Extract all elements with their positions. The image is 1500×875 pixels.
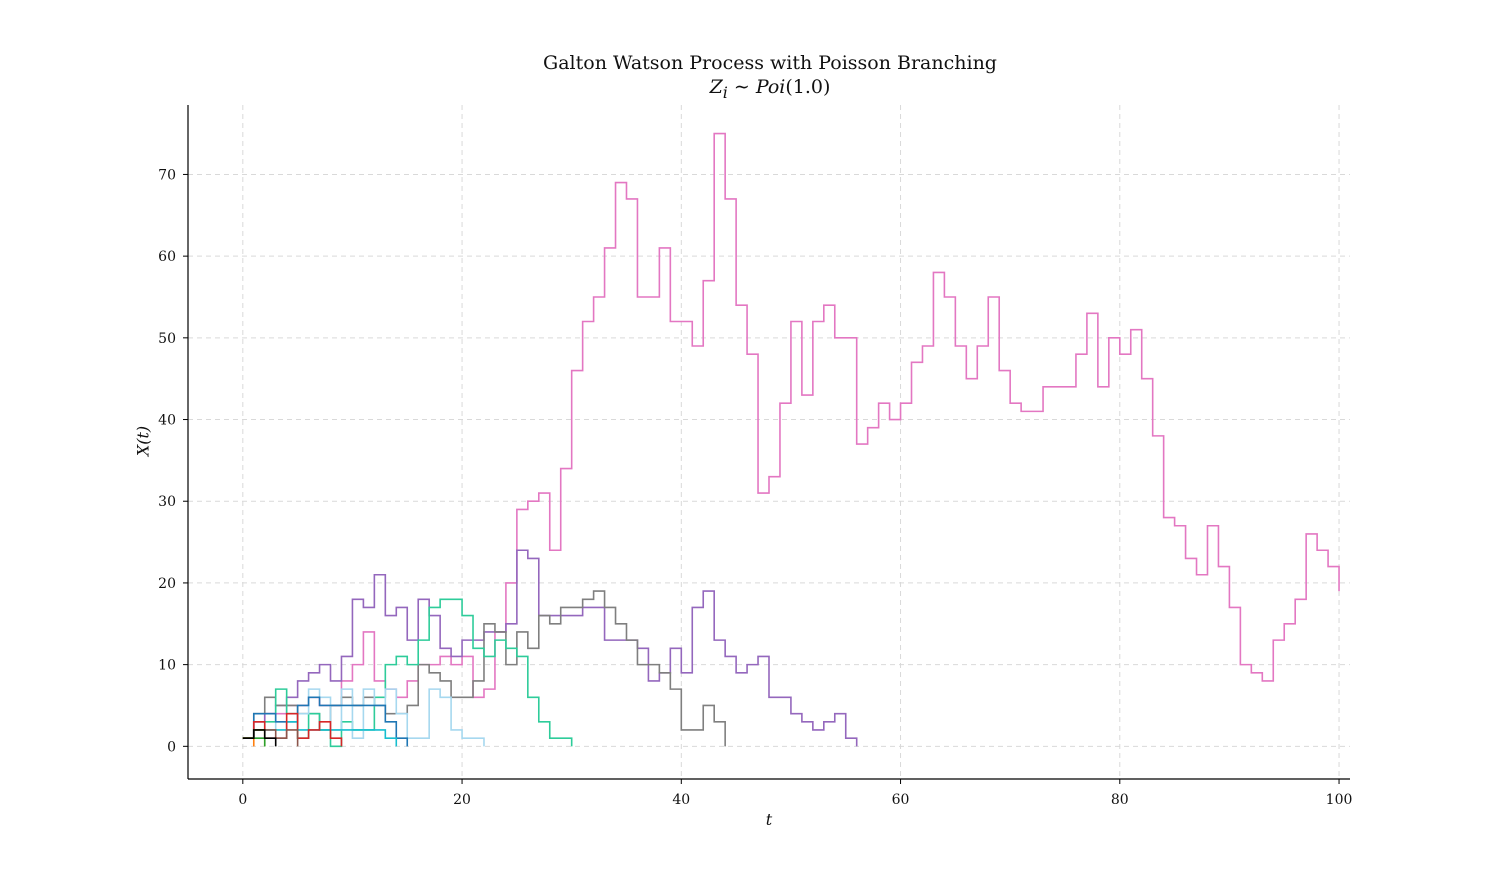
y-tick-label: 10 — [158, 658, 176, 674]
y-tick-label: 30 — [158, 494, 176, 510]
y-tick-label: 20 — [158, 576, 176, 592]
tick-group: 0 20 40 60 80 100 0 10 20 30 40 50 60 70 — [158, 167, 1352, 808]
series-line-3 — [242, 590, 726, 747]
subtitle-dist: Poi — [755, 76, 786, 98]
axes — [187, 105, 1350, 780]
x-tick-label: 20 — [453, 792, 471, 808]
subtitle-variable: Z — [709, 76, 723, 98]
series-line-2 — [242, 549, 858, 747]
x-tick-label: 0 — [238, 792, 247, 808]
subtitle-relation: ∼ — [733, 76, 750, 98]
y-tick-label: 50 — [158, 331, 176, 347]
series-line-1 — [242, 132, 1340, 739]
grid-lines — [188, 105, 1350, 779]
y-tick-label: 0 — [167, 739, 176, 755]
chart-title: Galton Watson Process with Poisson Branc… — [543, 52, 997, 74]
y-tick-label: 70 — [158, 167, 176, 183]
y-tick-label: 60 — [158, 249, 176, 265]
x-tick-label: 60 — [892, 792, 910, 808]
subtitle-param: 1.0 — [792, 76, 824, 98]
x-axis-label: t — [765, 810, 773, 829]
series-line-8 — [242, 712, 343, 747]
x-tick-label: 100 — [1326, 792, 1353, 808]
chart-subtitle: Zi ∼ Poi(1.0) — [709, 76, 831, 102]
subtitle-subscript: i — [722, 82, 728, 102]
series-line-11 — [242, 737, 255, 747]
x-tick-label: 40 — [672, 792, 690, 808]
y-axis-label: X(t) — [133, 425, 153, 457]
series-line-13 — [242, 729, 277, 747]
series-line-6 — [242, 696, 409, 747]
y-tick-label: 40 — [158, 413, 176, 429]
x-tick-label: 80 — [1111, 792, 1129, 808]
series-group — [242, 132, 1340, 748]
